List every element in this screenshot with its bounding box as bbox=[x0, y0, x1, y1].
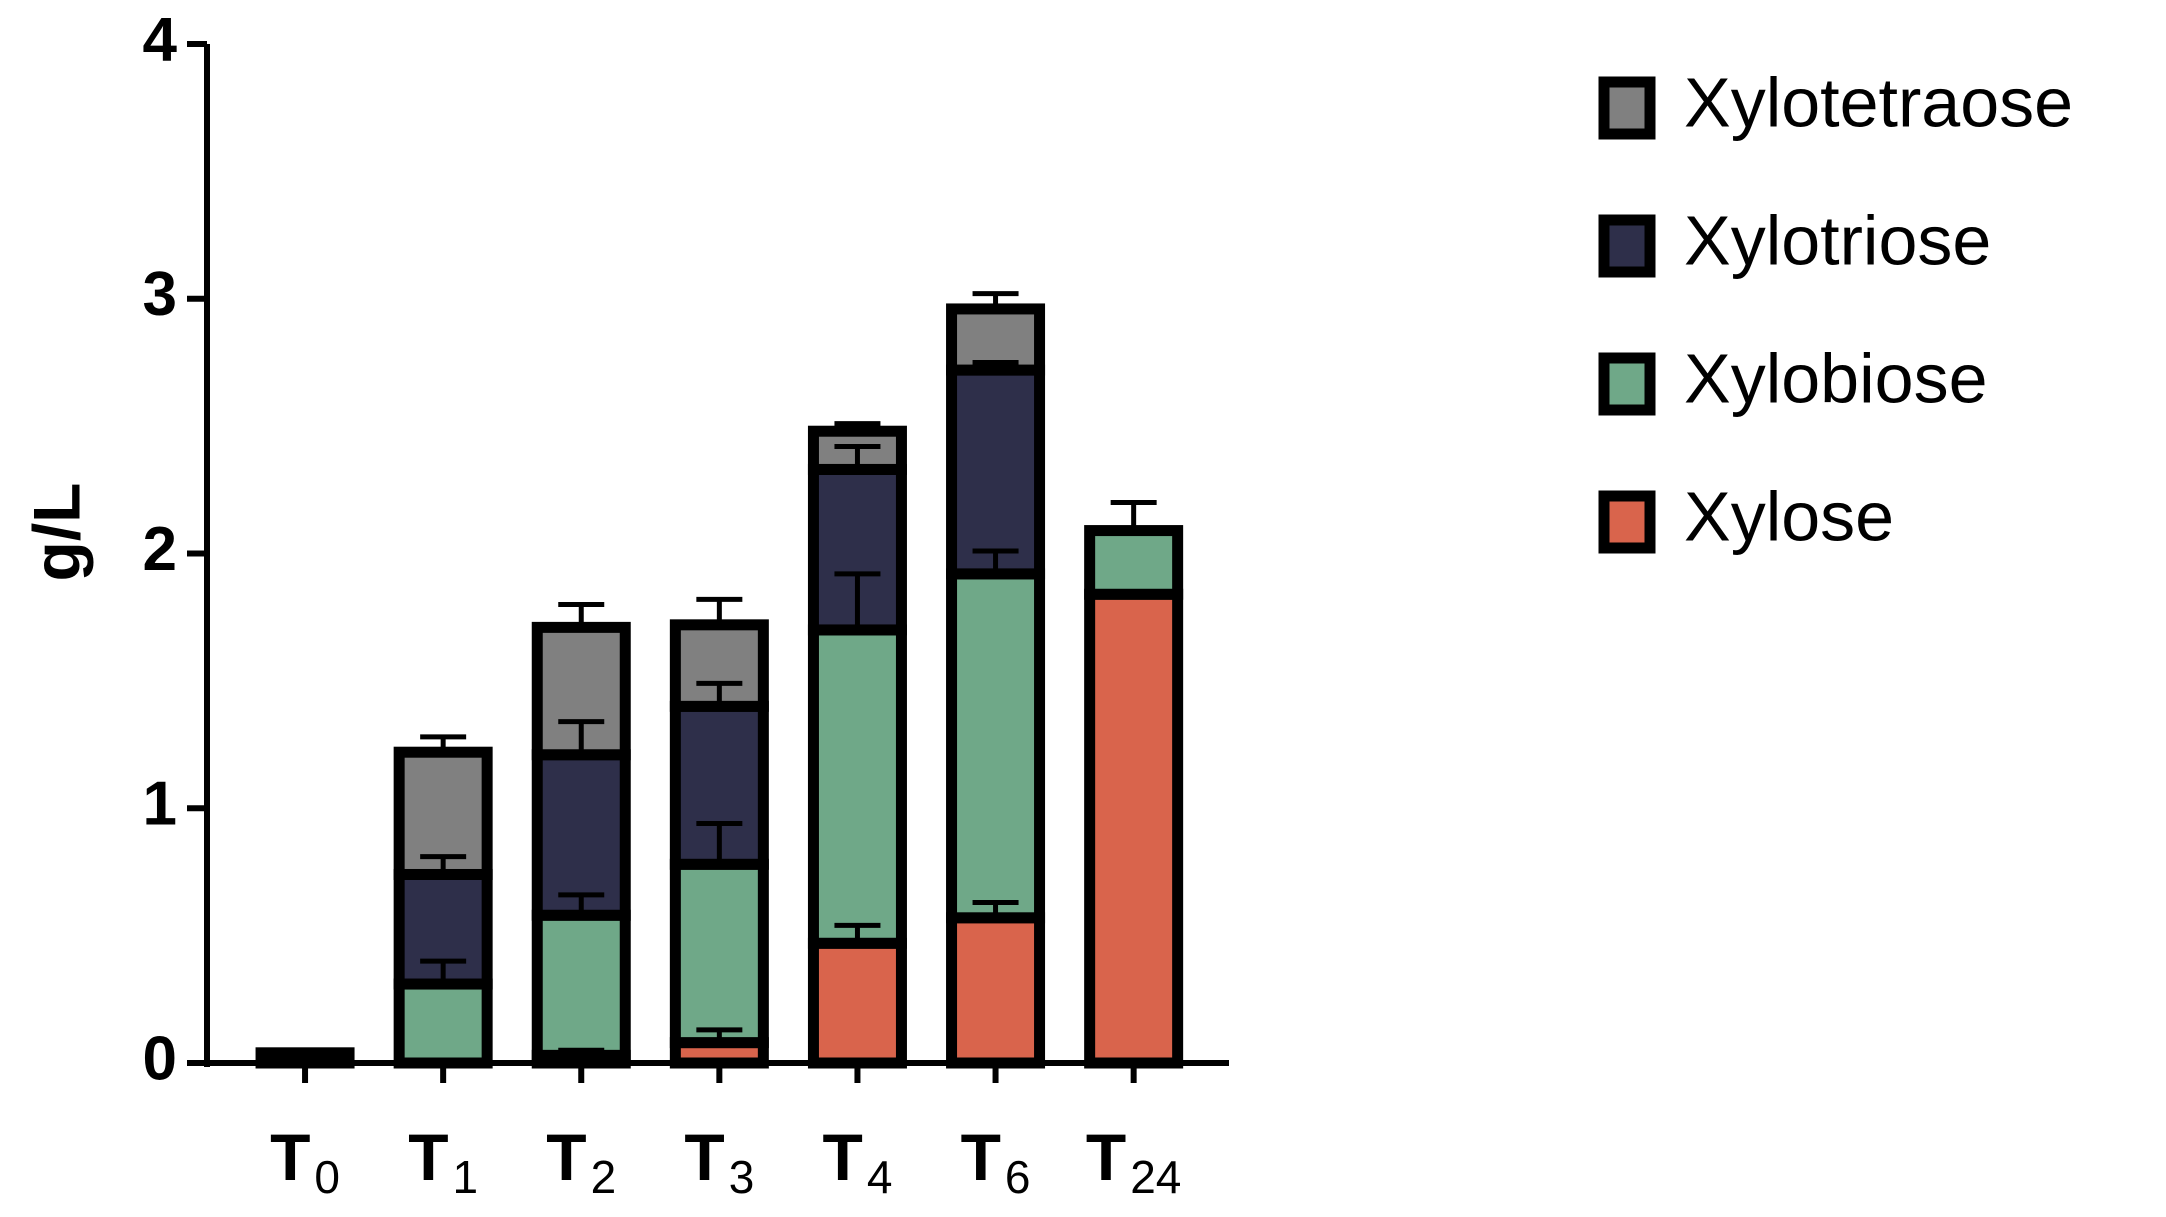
legend-label: Xylose bbox=[1684, 477, 1894, 555]
error-bar bbox=[972, 291, 1019, 309]
y-axis-label: g/L bbox=[19, 483, 93, 582]
legend-swatch bbox=[1598, 76, 1656, 140]
x-tick-label: T2 bbox=[546, 1120, 616, 1203]
error-bar bbox=[834, 922, 881, 944]
error-bar bbox=[420, 854, 467, 875]
bar-segment bbox=[1084, 588, 1184, 1069]
x-tick-label: T1 bbox=[408, 1120, 478, 1203]
x-tick-label: T4 bbox=[822, 1120, 892, 1203]
legend-label: Xylotriose bbox=[1684, 201, 1991, 279]
x-tick-subscript: 2 bbox=[591, 1151, 617, 1203]
bar-segment bbox=[531, 909, 631, 1061]
error-bar bbox=[696, 821, 743, 865]
y-tick-label: 2 bbox=[143, 515, 177, 584]
x-tick-subscript: 4 bbox=[867, 1151, 893, 1203]
error-bar bbox=[696, 1027, 743, 1043]
error-bar bbox=[558, 719, 605, 755]
x-tick-main: T bbox=[270, 1120, 310, 1194]
error-bar bbox=[696, 680, 743, 707]
error-bar bbox=[972, 359, 1019, 371]
x-tick-main: T bbox=[408, 1120, 448, 1194]
error-bar bbox=[1110, 500, 1157, 531]
bar-segment bbox=[946, 568, 1046, 924]
x-tick-subscript: 3 bbox=[729, 1151, 755, 1203]
x-tick-label: T3 bbox=[684, 1120, 754, 1203]
x-tick-subscript: 6 bbox=[1005, 1151, 1031, 1203]
x-tick-subscript: 24 bbox=[1130, 1151, 1181, 1203]
bar-segment bbox=[946, 912, 1046, 1069]
bar-segment bbox=[1084, 525, 1184, 600]
bar-segment bbox=[807, 624, 907, 949]
error-bar bbox=[834, 444, 881, 470]
y-tick-label: 0 bbox=[143, 1024, 177, 1093]
x-tick-main: T bbox=[546, 1120, 586, 1194]
error-bar bbox=[972, 548, 1019, 574]
legend-label: Xylotetraose bbox=[1684, 63, 2073, 141]
x-tick-main: T bbox=[1086, 1120, 1126, 1194]
error-bar bbox=[696, 596, 743, 625]
bar-segment bbox=[807, 937, 907, 1069]
error-bar bbox=[558, 1047, 605, 1056]
x-tick-main: T bbox=[961, 1120, 1001, 1194]
error-bar bbox=[834, 421, 881, 432]
x-tick-label: T6 bbox=[961, 1120, 1031, 1203]
x-tick-label: T24 bbox=[1086, 1120, 1182, 1203]
legend-label: Xylobiose bbox=[1684, 339, 1988, 417]
legend-swatch bbox=[1598, 352, 1656, 416]
x-tick-main: T bbox=[684, 1120, 724, 1194]
error-bar bbox=[420, 734, 467, 753]
x-tick-main: T bbox=[822, 1120, 862, 1194]
x-tick-subscript: 1 bbox=[453, 1151, 479, 1203]
error-bar bbox=[420, 958, 467, 985]
y-tick-label: 3 bbox=[143, 260, 177, 329]
bar-segment bbox=[946, 364, 1046, 580]
legend-swatch bbox=[1598, 490, 1656, 554]
x-tick-subscript: 0 bbox=[314, 1151, 340, 1203]
error-bar bbox=[834, 571, 881, 630]
error-bar bbox=[972, 900, 1019, 918]
legend-swatch bbox=[1598, 214, 1656, 278]
bar-segment bbox=[669, 858, 769, 1049]
y-tick-label: 1 bbox=[143, 770, 177, 839]
y-tick-label: 4 bbox=[143, 5, 178, 74]
error-bar bbox=[558, 892, 605, 916]
bar-segment bbox=[255, 1047, 355, 1069]
bar-segment bbox=[531, 749, 631, 921]
x-tick-label: T0 bbox=[270, 1120, 340, 1203]
error-bar bbox=[558, 601, 605, 628]
bar-segment bbox=[393, 978, 493, 1069]
